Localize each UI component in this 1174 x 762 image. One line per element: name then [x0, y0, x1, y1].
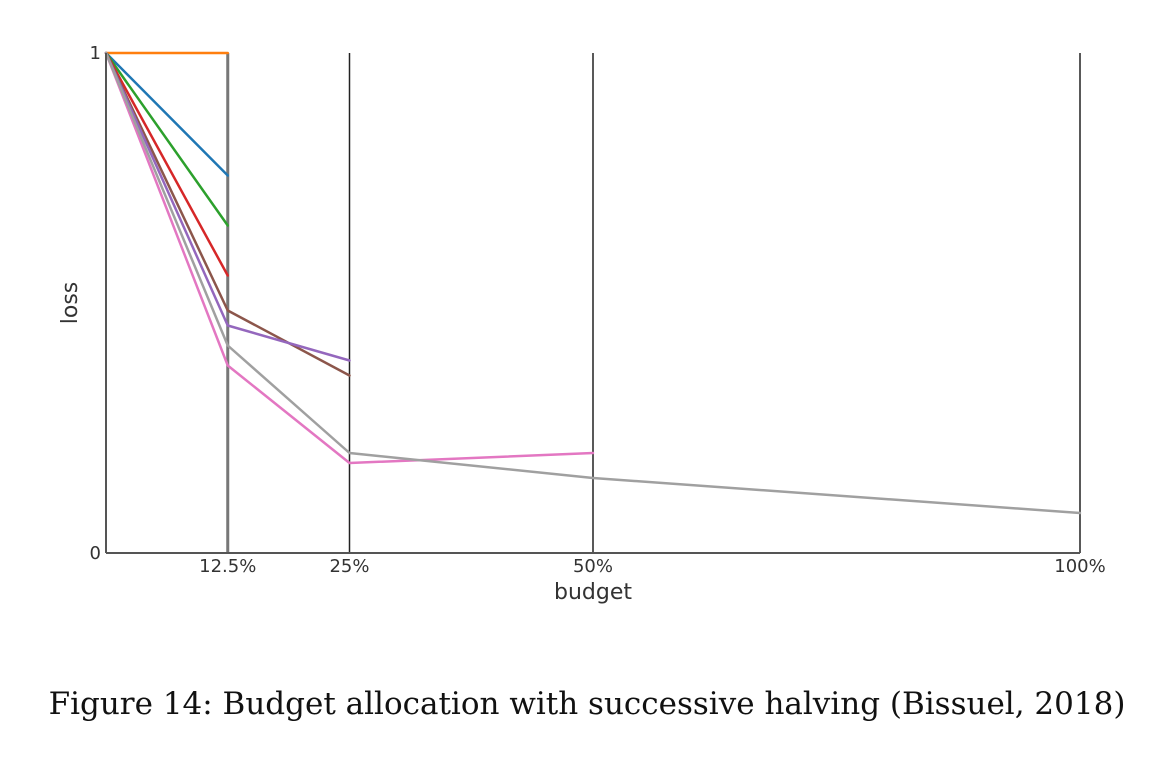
x-tick-label: 25% [329, 556, 369, 577]
y-tick-label: 1 [90, 43, 101, 64]
series-line-6 [104, 51, 351, 362]
y-axis-label: loss [58, 282, 83, 325]
y-tick-label: 0 [90, 543, 101, 564]
series-line-8 [104, 51, 1082, 515]
series-line-5 [104, 51, 351, 377]
series-line-2 [104, 51, 229, 177]
x-tick-label: 12.5% [199, 556, 256, 577]
x-axis-label: budget [554, 580, 632, 605]
series-line-3 [104, 51, 229, 227]
x-tick-label: 100% [1054, 556, 1105, 577]
series-lines [104, 51, 1082, 515]
budget-vertical-lines [226, 53, 1081, 553]
series-line-7 [104, 51, 595, 465]
x-tick-labels: 12.5% 25% 50% 100% [199, 556, 1106, 577]
axes [105, 53, 1080, 554]
y-tick-labels: 01 [90, 43, 101, 564]
figure-caption: Figure 14: Budget allocation with succes… [48, 686, 1126, 722]
x-tick-label: 50% [573, 556, 613, 577]
loss-budget-chart: 12.5% 25% 50% 100% 01 budget loss [58, 43, 1106, 605]
series-line-4 [104, 51, 229, 277]
